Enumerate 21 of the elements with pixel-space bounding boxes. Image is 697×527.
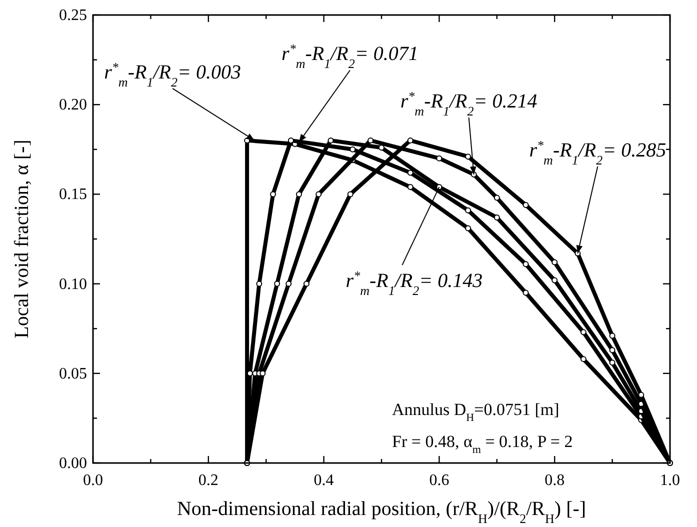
annotation: Fr = 0.48, α$_{m}$ = 0.18, P = 2 [392,432,573,456]
annotation: r$^{*}$$_{m}$-R$_{1}$/R$_{2}$= 0.003 [104,58,241,89]
x-tick-label: 1.0 [660,472,680,489]
annotation: r$^{*}$$_{m}$-R$_{1}$/R$_{2}$= 0.214 [400,88,538,118]
x-tick-label: 0.8 [544,472,565,489]
y-tick-label: 0.05 [59,365,87,382]
y-tick-label: 0.10 [59,276,87,293]
y-tick-label: 0.15 [59,186,87,204]
annotation: Annulus D$_{H}$=0.0751 [m] [392,400,560,424]
x-tick-label: 0.6 [429,472,450,489]
y-tick-label: 0.20 [59,96,87,114]
annotation: r$^{*}$$_{m}$-R$_{1}$/R$_{2}$= 0.285 [529,136,666,167]
annotation: r$^{*}$$_{m}$-R$_{1}$/R$_{2}$= 0.071 [282,40,418,71]
annotation: r$^{*}$$_{m}$-R$_{1}$/R$_{2}$= 0.143 [346,268,483,298]
y-tick-label: 0.00 [59,455,87,472]
x-axis-title: Non-dimensional radial position, (r/R$_{H}$)/(R$_{2}$/R$_{H}$) [-] [176,498,586,526]
y-tick-label: 0.25 [59,7,87,24]
x-tick-label: 0.0 [83,472,103,489]
x-tick-label: 0.2 [198,472,218,489]
y-axis-title: Local void fraction, α [-] [11,140,33,338]
x-tick-label: 0.4 [314,472,334,489]
